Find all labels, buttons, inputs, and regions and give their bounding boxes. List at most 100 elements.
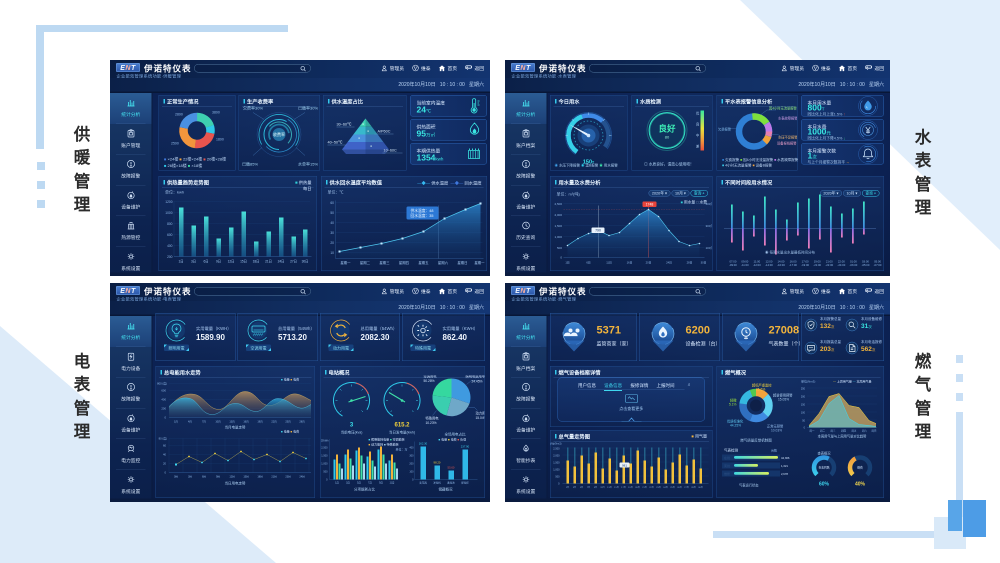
svg-text:1748: 1748 — [646, 203, 654, 207]
svg-text:气表检测: 气表检测 — [724, 448, 738, 453]
svg-text:1890: 1890 — [216, 138, 224, 142]
svg-text:A/P60C: A/P60C — [378, 130, 391, 134]
svg-text:5.1%: 5.1% — [729, 403, 737, 407]
svg-text:7日: 7日 — [587, 486, 590, 489]
svg-text:30日: 30日 — [302, 260, 309, 264]
svg-text:162.30: 162.30 — [419, 442, 428, 446]
svg-text:周四: 周四 — [841, 429, 847, 433]
svg-text:400: 400 — [409, 447, 414, 450]
svg-text:24时: 24时 — [299, 475, 305, 479]
svg-text:周二: 周二 — [820, 429, 826, 433]
svg-text:11月: 11月 — [389, 481, 395, 485]
svg-text:12时: 12时 — [229, 475, 235, 479]
svg-text:600: 600 — [167, 233, 173, 237]
svg-text:0: 0 — [164, 471, 166, 475]
svg-text:特殊用电: 特殊用电 — [426, 416, 440, 421]
svg-text:3日: 3日 — [573, 486, 576, 489]
svg-text:10~60C: 10~60C — [384, 149, 398, 153]
svg-text:1,500: 1,500 — [321, 455, 328, 458]
svg-text:98.20: 98.20 — [434, 461, 441, 465]
svg-text:2,678: 2,678 — [781, 472, 788, 476]
svg-text:2,500: 2,500 — [553, 448, 560, 451]
svg-text:800: 800 — [167, 222, 173, 226]
svg-text:26日: 26日 — [677, 486, 681, 489]
svg-text:欠费报警: 欠费报警 — [718, 127, 732, 132]
svg-text:18时: 18时 — [257, 475, 263, 479]
svg-text:配电柜: 配电柜 — [461, 481, 469, 485]
svg-text:3月: 3月 — [346, 481, 350, 485]
svg-text:10日: 10日 — [215, 421, 221, 424]
svg-text:单位(Nm3): 单位(Nm3) — [801, 379, 815, 384]
svg-text:21日: 21日 — [642, 486, 646, 489]
svg-text:24.45%: 24.45% — [472, 380, 483, 384]
svg-text:28日: 28日 — [299, 421, 305, 424]
svg-text:水单率15%: 水单率15% — [298, 161, 318, 167]
svg-text:优: 优 — [696, 111, 700, 116]
svg-text:星期一: 星期一 — [474, 260, 485, 265]
svg-text:星期二: 星期二 — [360, 260, 371, 265]
svg-text:30~60℃: 30~60℃ — [337, 123, 353, 127]
svg-text:星期三: 星期三 — [379, 260, 390, 265]
svg-text:储藏概况: 储藏概况 — [439, 487, 453, 492]
svg-text:0时: 0时 — [174, 475, 178, 479]
svg-text:13日: 13日 — [607, 486, 611, 489]
svg-text:200: 200 — [167, 255, 173, 259]
svg-text:16日: 16日 — [243, 421, 249, 424]
svg-text:1日: 1日 — [566, 486, 569, 489]
svg-text:18日: 18日 — [253, 260, 260, 264]
svg-text:790: 790 — [595, 229, 601, 233]
svg-text:50: 50 — [330, 211, 334, 215]
svg-text:60%: 60% — [819, 482, 830, 488]
svg-text:150T: 150T — [583, 160, 595, 166]
svg-text:当日用电走势: 当日用电走势 — [225, 481, 246, 486]
svg-text:40%: 40% — [855, 482, 866, 488]
svg-text:正常无预警: 正常无预警 — [767, 424, 784, 429]
svg-text:27日: 27日 — [684, 486, 688, 489]
svg-text:设备掉线报警: 设备掉线报警 — [777, 141, 797, 146]
svg-text:单位：万: 单位：万 — [396, 447, 408, 452]
svg-text:0: 0 — [804, 427, 806, 430]
svg-text:7日: 7日 — [202, 421, 206, 424]
svg-text:发电机: 发电机 — [433, 481, 441, 485]
svg-text:气表运行状态: 气表运行状态 — [739, 483, 759, 488]
svg-text:6日: 6日 — [203, 260, 208, 264]
svg-text:分项能耗占比: 分项能耗占比 — [354, 487, 375, 492]
svg-text:9月: 9月 — [379, 481, 383, 485]
svg-text:1,000: 1,000 — [321, 463, 328, 466]
svg-text:2890: 2890 — [175, 113, 183, 117]
svg-text:动力用电: 动力用电 — [476, 411, 485, 416]
svg-text:欠费率30%: 欠费率30% — [243, 105, 263, 111]
svg-text:9日: 9日 — [594, 486, 597, 489]
svg-text:300: 300 — [409, 455, 414, 458]
svg-text:10: 10 — [330, 251, 334, 255]
svg-text:15.05%: 15.05% — [778, 398, 789, 402]
svg-text:40: 40 — [330, 221, 334, 225]
svg-text:400: 400 — [167, 244, 173, 248]
svg-text:100元: 100元 — [706, 246, 713, 250]
svg-text:查表回路: 查表回路 — [819, 466, 830, 470]
svg-text:当日发电量(kwh): 当日发电量(kwh) — [389, 430, 415, 435]
svg-text:30日: 30日 — [698, 486, 702, 489]
svg-text:80 (度): 80 (度) — [159, 437, 167, 441]
svg-text:优质标准化: 优质标准化 — [727, 419, 744, 424]
svg-text:55.60: 55.60 — [448, 466, 455, 470]
svg-text:超标严重监控: 超标严重监控 — [752, 383, 772, 388]
svg-text:9时: 9时 — [216, 475, 220, 479]
svg-text:24日: 24日 — [663, 486, 667, 489]
svg-text:23时: 23时 — [285, 475, 291, 479]
svg-text:5月: 5月 — [357, 481, 361, 485]
svg-text:20日: 20日 — [635, 486, 639, 489]
svg-text:缴费: 缴费 — [857, 466, 863, 470]
svg-text:5日: 5日 — [580, 486, 583, 489]
svg-text:30日: 30日 — [701, 261, 707, 265]
svg-text:3时: 3时 — [188, 475, 192, 479]
svg-text:3890: 3890 — [212, 111, 220, 115]
svg-text:30: 30 — [330, 231, 334, 235]
svg-text:24日: 24日 — [278, 260, 285, 264]
svg-text:4日: 4日 — [188, 421, 192, 424]
svg-text:19日: 19日 — [628, 486, 632, 489]
svg-text:周三: 周三 — [830, 429, 836, 433]
svg-text:24日: 24日 — [666, 261, 672, 265]
svg-text:■ 电量 ■ 电费 ■ 负载: ■ 电量 ■ 电费 ■ 负载 — [439, 437, 467, 442]
svg-text:本周用气量与上周用气量对比趋势: 本周用气量与上周用气量对比趋势 — [818, 434, 867, 439]
